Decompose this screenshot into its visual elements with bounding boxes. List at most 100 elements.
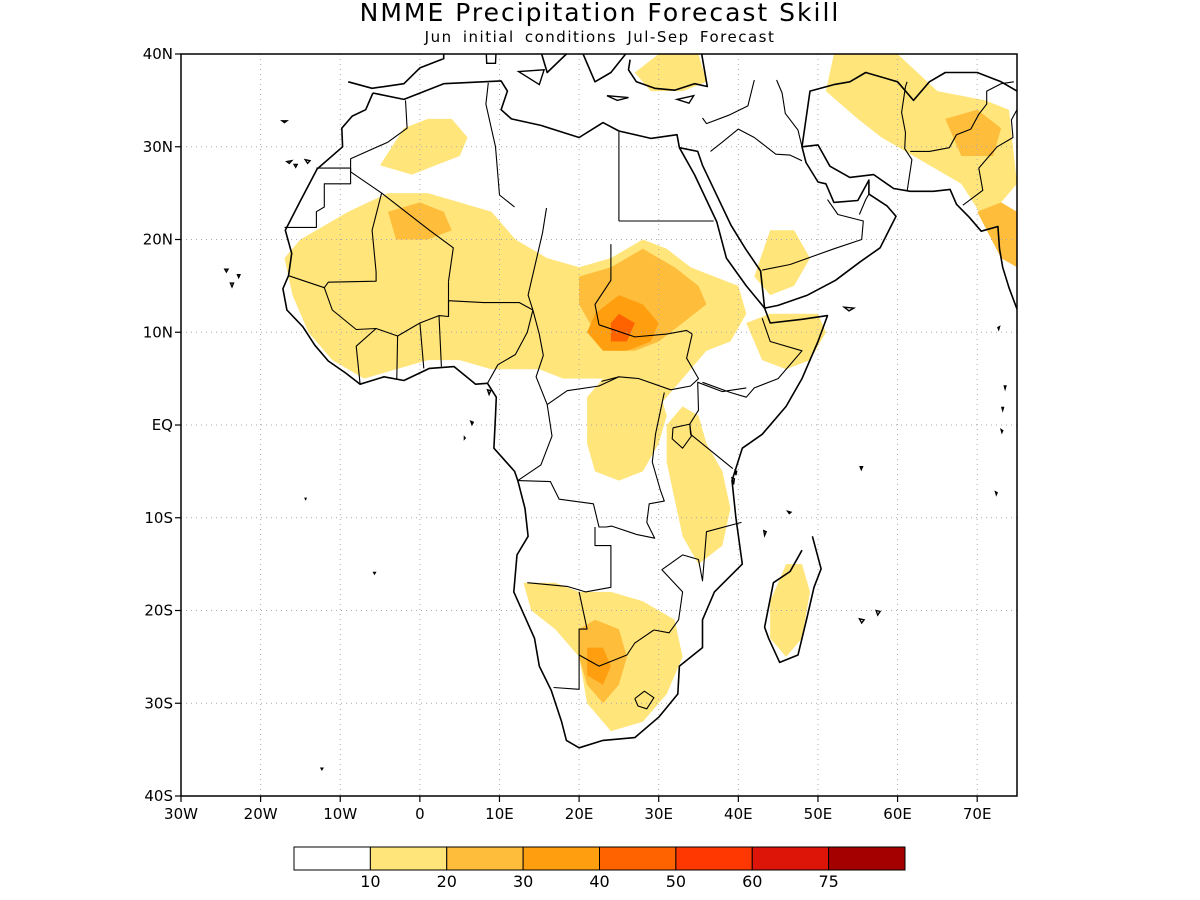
border-saudi-north <box>710 128 803 162</box>
lat-tick-label: 20N <box>143 231 173 249</box>
border-car-cameroon <box>532 309 548 405</box>
island-reunion <box>858 617 866 625</box>
skill-shading <box>284 54 1017 732</box>
border-iran-afghanistan <box>901 81 913 192</box>
island-annobon <box>463 435 467 441</box>
colorbar-swatch <box>369 846 448 871</box>
border-mauritania <box>288 168 383 289</box>
lon-tick-label: 0 <box>415 805 425 823</box>
border-congo-drc <box>517 404 553 482</box>
colorbar: 10 20 30 40 50 60 75 <box>293 846 906 891</box>
colorbar-swatch <box>599 846 677 871</box>
lon-tick-label: 10E <box>485 805 514 823</box>
border-western-sahara <box>284 168 352 228</box>
colorbar-swatch <box>675 846 753 871</box>
border-lesotho <box>634 690 655 710</box>
border-morocco-algeria <box>316 100 408 169</box>
map-subtitle: Jun initial conditions Jul-Sep Forecast <box>424 28 776 46</box>
colorbar-label: 30 <box>513 872 533 891</box>
lat-tick-label: 10N <box>143 323 173 341</box>
island-cape-verde-2 <box>229 282 235 289</box>
island-comoros <box>762 529 768 538</box>
border-drc-east <box>517 392 665 539</box>
coastline-africa-coast <box>282 80 829 749</box>
lat-tick-label: 20S <box>144 602 173 620</box>
border-southsudan-east <box>601 333 700 391</box>
skill-region-east-africa <box>666 406 731 565</box>
island-maldives-3 <box>999 428 1004 435</box>
lat-tick-label: 40S <box>144 787 173 805</box>
border-ethiopia-somalia <box>702 318 803 398</box>
island-aldabra <box>786 510 793 515</box>
coastline-mediterranean-north-coast <box>347 54 709 91</box>
border-syria-iraq <box>702 79 755 125</box>
skill-region-sahara-north <box>380 118 468 175</box>
border-tanzania-kenya <box>689 381 747 470</box>
coastline-madagascar-coast <box>763 536 822 664</box>
skill-region-pakistan-core <box>945 109 1002 156</box>
country-outlines <box>223 54 1017 772</box>
colorbar-swatch <box>293 846 371 871</box>
skill-region-india-west <box>977 202 1017 268</box>
border-sudan-southsudan <box>598 324 693 338</box>
coastline-arabia-coast <box>679 144 1017 310</box>
lon-tick-label: 60E <box>883 805 912 823</box>
coastline-persian-gulf-north <box>801 71 1017 147</box>
island-chagos <box>994 490 998 497</box>
skill-region-congo-east <box>587 378 667 481</box>
lon-tick-label: 30E <box>644 805 673 823</box>
border-niger-chad <box>527 207 548 311</box>
lon-tick-label: 10W <box>323 805 357 823</box>
island-maldives-1 <box>1003 385 1007 392</box>
colorbar-swatch <box>828 846 906 871</box>
border-chad-sudan <box>594 244 612 325</box>
border-west-africa-2 <box>355 328 377 385</box>
island-madeira <box>280 120 289 124</box>
border-angola-zambia <box>527 527 612 593</box>
border-botswana-sa <box>578 629 655 667</box>
border-nigeria-cameroon <box>487 309 534 384</box>
island-sicily <box>516 69 546 86</box>
border-lake-victoria <box>671 423 692 449</box>
colorbar-label: 40 <box>589 872 609 891</box>
island-socotra <box>841 306 857 312</box>
skill-region-arabia <box>754 230 810 296</box>
border-saudi-yemen <box>762 199 864 271</box>
island-tristan <box>319 767 324 772</box>
border-west-africa-4 <box>419 322 425 369</box>
island-canary-2 <box>292 163 299 169</box>
island-st-helena <box>372 571 377 576</box>
island-mauritius <box>875 609 882 617</box>
lat-tick-label: 30S <box>144 694 173 712</box>
colorbar-label: 50 <box>666 872 686 891</box>
island-cape-verde-1 <box>223 268 230 274</box>
colorbar-label: 60 <box>742 872 762 891</box>
border-zimbabwe-mozambique <box>653 521 742 634</box>
lat-tick-label: 10S <box>144 509 173 527</box>
border-namibia-botswana <box>553 591 588 690</box>
island-ascension <box>304 497 308 501</box>
island-cyprus <box>674 94 696 105</box>
skill-region-niger-core <box>388 202 452 240</box>
skill-region-west-africa-sahel <box>284 193 747 407</box>
border-mali-algeria <box>381 192 454 282</box>
island-zanzibar <box>731 476 736 485</box>
skill-region-middle-east-north <box>825 54 1017 221</box>
skill-region-mediterranean-north <box>634 54 707 92</box>
lon-tick-label: 70E <box>963 805 992 823</box>
island-maldives-2 <box>1000 406 1005 413</box>
map-title: NMME Precipitation Forecast Skill <box>359 0 841 27</box>
border-west-africa-3 <box>396 335 399 379</box>
lon-tick-label: 40E <box>724 805 753 823</box>
border-afghanistan-pakistan <box>910 81 1014 152</box>
island-canary-3 <box>303 158 312 165</box>
island-pemba <box>734 468 738 476</box>
lon-tick-label: 30W <box>164 805 198 823</box>
border-iraq-iran <box>776 79 803 147</box>
border-nigeria-north <box>447 300 534 317</box>
border-algeria-libya <box>485 82 515 208</box>
colorbar-label: 75 <box>818 872 838 891</box>
border-car-drc <box>546 376 620 406</box>
